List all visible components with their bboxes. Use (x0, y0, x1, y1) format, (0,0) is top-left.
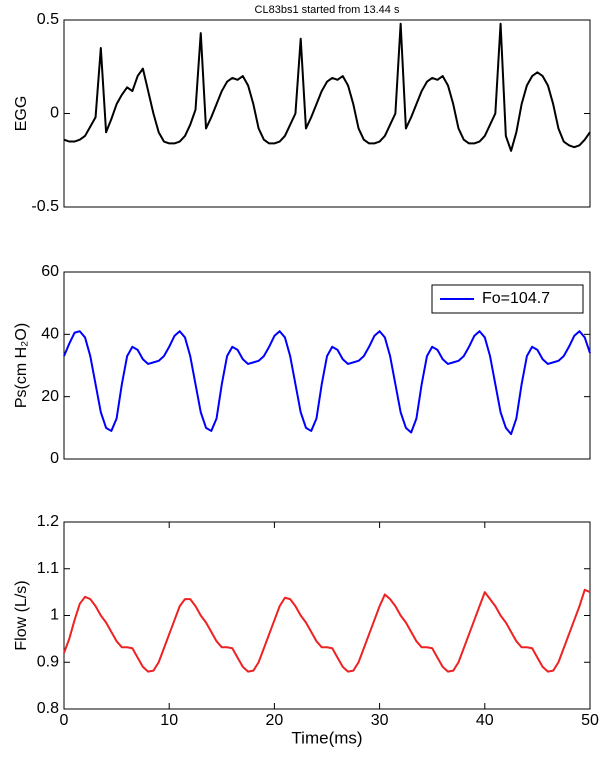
x-tick-label: 50 (581, 712, 599, 729)
y-axis-label: Flow (L/s) (13, 580, 30, 650)
y-tick-label: 0.9 (37, 653, 59, 670)
legend: Fo=104.7 (431, 284, 584, 314)
y-tick-label: 40 (41, 326, 59, 343)
chart-title: CL83bs1 started from 13.44 s (255, 4, 400, 16)
y-tick-label: 0 (50, 105, 59, 122)
y-tick-label: 20 (41, 388, 59, 405)
x-tick-label: 10 (160, 712, 178, 729)
x-tick-label: 20 (266, 712, 284, 729)
y-tick-label: -0.5 (31, 198, 59, 215)
x-tick-label: 30 (371, 712, 389, 729)
plot-area (63, 521, 591, 710)
y-tick-label: 1.1 (37, 560, 59, 577)
y-axis-label: EGG (13, 96, 30, 132)
y-tick-label: 0 (50, 450, 59, 467)
subplot: CL83bs1 started from 13.44 s EGG -0.5 0 0.5 (13, 4, 591, 215)
y-tick-label: 1.2 (37, 513, 59, 530)
y-tick-label: 60 (41, 263, 59, 280)
x-axis-label: Time(ms) (291, 728, 362, 747)
y-axis-label: Ps(cm H₂O) (13, 323, 30, 408)
legend-label: Fo=104.7 (482, 290, 550, 307)
subplot: Ps(cm H₂O) 0 20 40 60 Fo=104.7 (13, 263, 591, 467)
y-tick-label: 0.8 (37, 700, 59, 717)
data-line (63, 588, 591, 673)
data-line (63, 22, 591, 152)
x-tick-label: 40 (476, 712, 494, 729)
subplot: Flow (L/s) 0.8 0.9 1 1.1 1.2 0 10 20 30 40 50 Time(m… (13, 513, 599, 747)
plot-area (63, 19, 591, 208)
y-tick-label: 0.5 (37, 11, 59, 28)
y-tick-label: 1 (50, 607, 59, 624)
x-tick-label: 0 (60, 712, 69, 729)
data-line (63, 330, 591, 436)
